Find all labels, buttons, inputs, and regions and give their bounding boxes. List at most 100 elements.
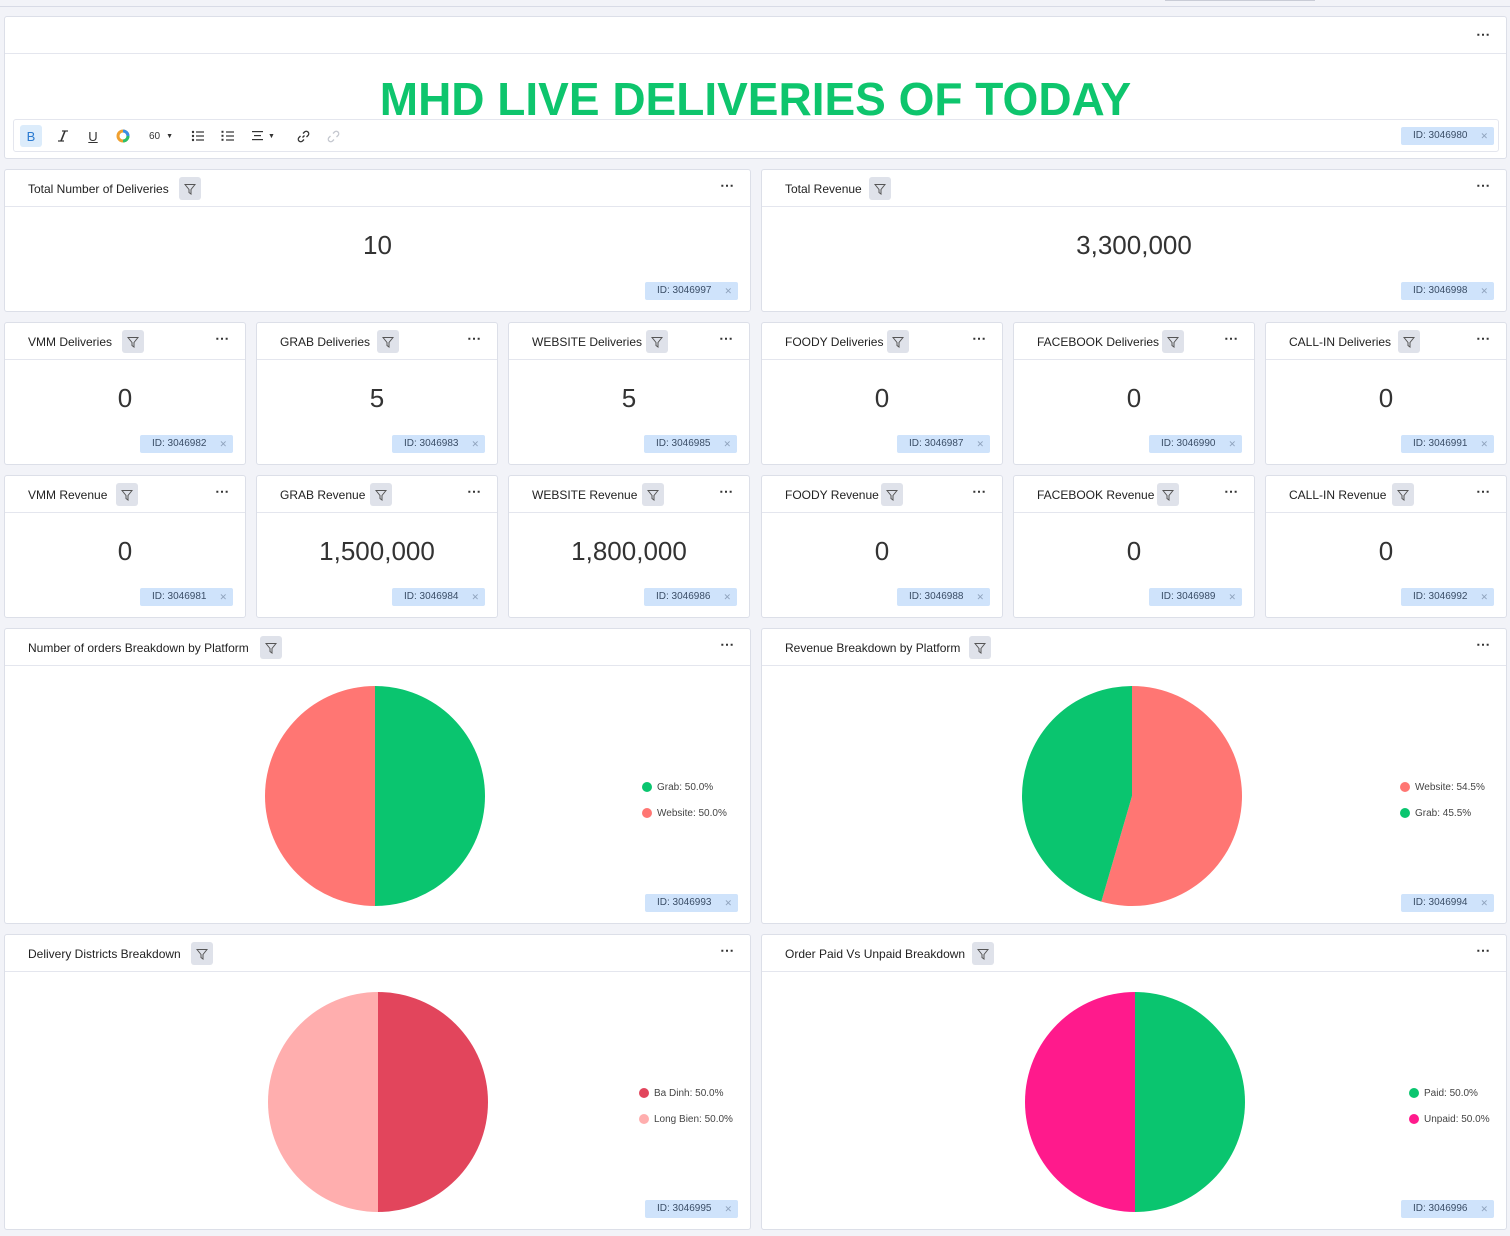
more-options-icon[interactable]: ⋯ xyxy=(215,483,229,499)
filter-button[interactable] xyxy=(179,177,201,200)
filter-button[interactable] xyxy=(1162,330,1184,353)
close-icon[interactable]: ✕ xyxy=(976,592,984,602)
card-header: WEBSITE Deliveries ⋯ xyxy=(509,323,749,360)
legend-item[interactable]: Long Bien: 50.0% xyxy=(639,1106,733,1132)
filter-button[interactable] xyxy=(377,330,399,353)
filter-button[interactable] xyxy=(260,636,282,659)
close-icon[interactable]: ✕ xyxy=(1480,898,1488,908)
close-icon[interactable]: ✕ xyxy=(976,439,984,449)
close-icon[interactable]: ✕ xyxy=(723,439,731,449)
more-options-icon[interactable]: ⋯ xyxy=(972,330,986,346)
pie-slice-website[interactable] xyxy=(265,686,375,906)
color-picker-button[interactable] xyxy=(112,125,134,147)
card-header: Order Paid Vs Unpaid Breakdown ⋯ xyxy=(762,935,1506,972)
more-options-icon[interactable]: ⋯ xyxy=(720,942,734,958)
more-options-icon[interactable]: ⋯ xyxy=(1476,942,1490,958)
filter-button[interactable] xyxy=(1157,483,1179,506)
card-header: GRAB Deliveries ⋯ xyxy=(257,323,497,360)
card-header: Total Revenue ⋯ xyxy=(762,170,1506,207)
more-options-icon[interactable]: ⋯ xyxy=(720,636,734,652)
revenue-metric-card: GRAB Revenue ⋯ 1,500,000 ID: 3046984 ✕ xyxy=(256,475,498,618)
close-icon[interactable]: ✕ xyxy=(471,439,479,449)
filter-button[interactable] xyxy=(191,942,213,965)
filter-icon xyxy=(184,183,196,195)
legend-item[interactable]: Unpaid: 50.0% xyxy=(1409,1106,1490,1132)
filter-button[interactable] xyxy=(370,483,392,506)
numbered-list-button[interactable] xyxy=(217,125,239,147)
more-options-icon[interactable]: ⋯ xyxy=(1476,330,1490,346)
more-options-icon[interactable]: ⋯ xyxy=(1476,177,1490,193)
legend-item[interactable]: Grab: 50.0% xyxy=(642,774,727,800)
filter-button[interactable] xyxy=(881,483,903,506)
more-options-icon[interactable]: ⋯ xyxy=(1224,483,1238,499)
pie-slice-long-bien[interactable] xyxy=(268,992,378,1212)
more-options-icon[interactable]: ⋯ xyxy=(1224,330,1238,346)
filter-button[interactable] xyxy=(1398,330,1420,353)
close-icon[interactable]: ✕ xyxy=(1480,1204,1488,1214)
widget-id-text: ID: 3046995 xyxy=(657,1203,712,1214)
bold-button[interactable]: B xyxy=(20,125,42,147)
close-icon[interactable]: ✕ xyxy=(219,439,227,449)
close-icon[interactable]: ✕ xyxy=(1228,592,1236,602)
more-options-icon[interactable]: ⋯ xyxy=(1476,26,1490,42)
filter-button[interactable] xyxy=(646,330,668,353)
filter-button[interactable] xyxy=(972,942,994,965)
more-options-icon[interactable]: ⋯ xyxy=(215,330,229,346)
italic-button[interactable] xyxy=(52,125,74,147)
more-options-icon[interactable]: ⋯ xyxy=(719,483,733,499)
close-icon[interactable]: ✕ xyxy=(219,592,227,602)
orders-by-platform-card: Number of orders Breakdown by Platform ⋯… xyxy=(4,628,751,924)
deliveries-metric-card: WEBSITE Deliveries ⋯ 5 ID: 3046985 ✕ xyxy=(508,322,750,465)
underline-button[interactable]: U xyxy=(88,128,98,144)
dashboard-title: MHD LIVE DELIVERIES OF TODAY xyxy=(379,73,1132,125)
legend-item[interactable]: Grab: 45.5% xyxy=(1400,800,1485,826)
filter-button[interactable] xyxy=(122,330,144,353)
legend-item[interactable]: Website: 50.0% xyxy=(642,800,727,826)
metric-value: 5 xyxy=(621,383,637,413)
filter-button[interactable] xyxy=(887,330,909,353)
bullet-list-button[interactable] xyxy=(187,125,209,147)
pie-slice-grab[interactable] xyxy=(1022,686,1132,902)
close-icon[interactable]: ✕ xyxy=(1480,439,1488,449)
filter-button[interactable] xyxy=(116,483,138,506)
pie-slice-grab[interactable] xyxy=(375,686,485,906)
widget-id-badge: ID: 3046985 ✕ xyxy=(644,435,737,453)
widget-id-badge: ID: 3046980 ✕ xyxy=(1401,127,1494,145)
close-icon[interactable]: ✕ xyxy=(724,898,732,908)
unlink-button[interactable] xyxy=(322,125,344,147)
close-icon[interactable]: ✕ xyxy=(1480,592,1488,602)
legend-item[interactable]: Website: 54.5% xyxy=(1400,774,1485,800)
revenue-metric-card: WEBSITE Revenue ⋯ 1,800,000 ID: 3046986 ✕ xyxy=(508,475,750,618)
close-icon[interactable]: ✕ xyxy=(723,592,731,602)
card-title: GRAB Revenue xyxy=(280,488,366,502)
metric-value: 0 xyxy=(874,536,890,566)
font-size-select[interactable]: 60 ▼ xyxy=(142,125,180,147)
close-icon[interactable]: ✕ xyxy=(1480,286,1488,296)
close-icon[interactable]: ✕ xyxy=(724,286,732,296)
filter-button[interactable] xyxy=(969,636,991,659)
legend-item[interactable]: Ba Dinh: 50.0% xyxy=(639,1080,733,1106)
legend-item[interactable]: Paid: 50.0% xyxy=(1409,1080,1490,1106)
color-wheel-icon xyxy=(116,129,130,143)
close-icon[interactable]: ✕ xyxy=(471,592,479,602)
align-select[interactable]: ▼ xyxy=(246,125,280,147)
more-options-icon[interactable]: ⋯ xyxy=(1476,483,1490,499)
pie-slice-website[interactable] xyxy=(1101,686,1242,906)
more-options-icon[interactable]: ⋯ xyxy=(467,483,481,499)
close-icon[interactable]: ✕ xyxy=(1480,131,1488,141)
filter-button[interactable] xyxy=(869,177,891,200)
more-options-icon[interactable]: ⋯ xyxy=(719,330,733,346)
more-options-icon[interactable]: ⋯ xyxy=(1476,636,1490,652)
pie-slice-paid[interactable] xyxy=(1135,992,1245,1212)
more-options-icon[interactable]: ⋯ xyxy=(467,330,481,346)
link-button[interactable] xyxy=(292,125,314,147)
delivery-districts-card: Delivery Districts Breakdown ⋯ Ba Dinh: … xyxy=(4,934,751,1230)
more-options-icon[interactable]: ⋯ xyxy=(720,177,734,193)
filter-button[interactable] xyxy=(642,483,664,506)
close-icon[interactable]: ✕ xyxy=(1228,439,1236,449)
filter-button[interactable] xyxy=(1392,483,1414,506)
pie-slice-unpaid[interactable] xyxy=(1025,992,1135,1212)
pie-slice-ba-dinh[interactable] xyxy=(378,992,488,1212)
close-icon[interactable]: ✕ xyxy=(724,1204,732,1214)
more-options-icon[interactable]: ⋯ xyxy=(972,483,986,499)
